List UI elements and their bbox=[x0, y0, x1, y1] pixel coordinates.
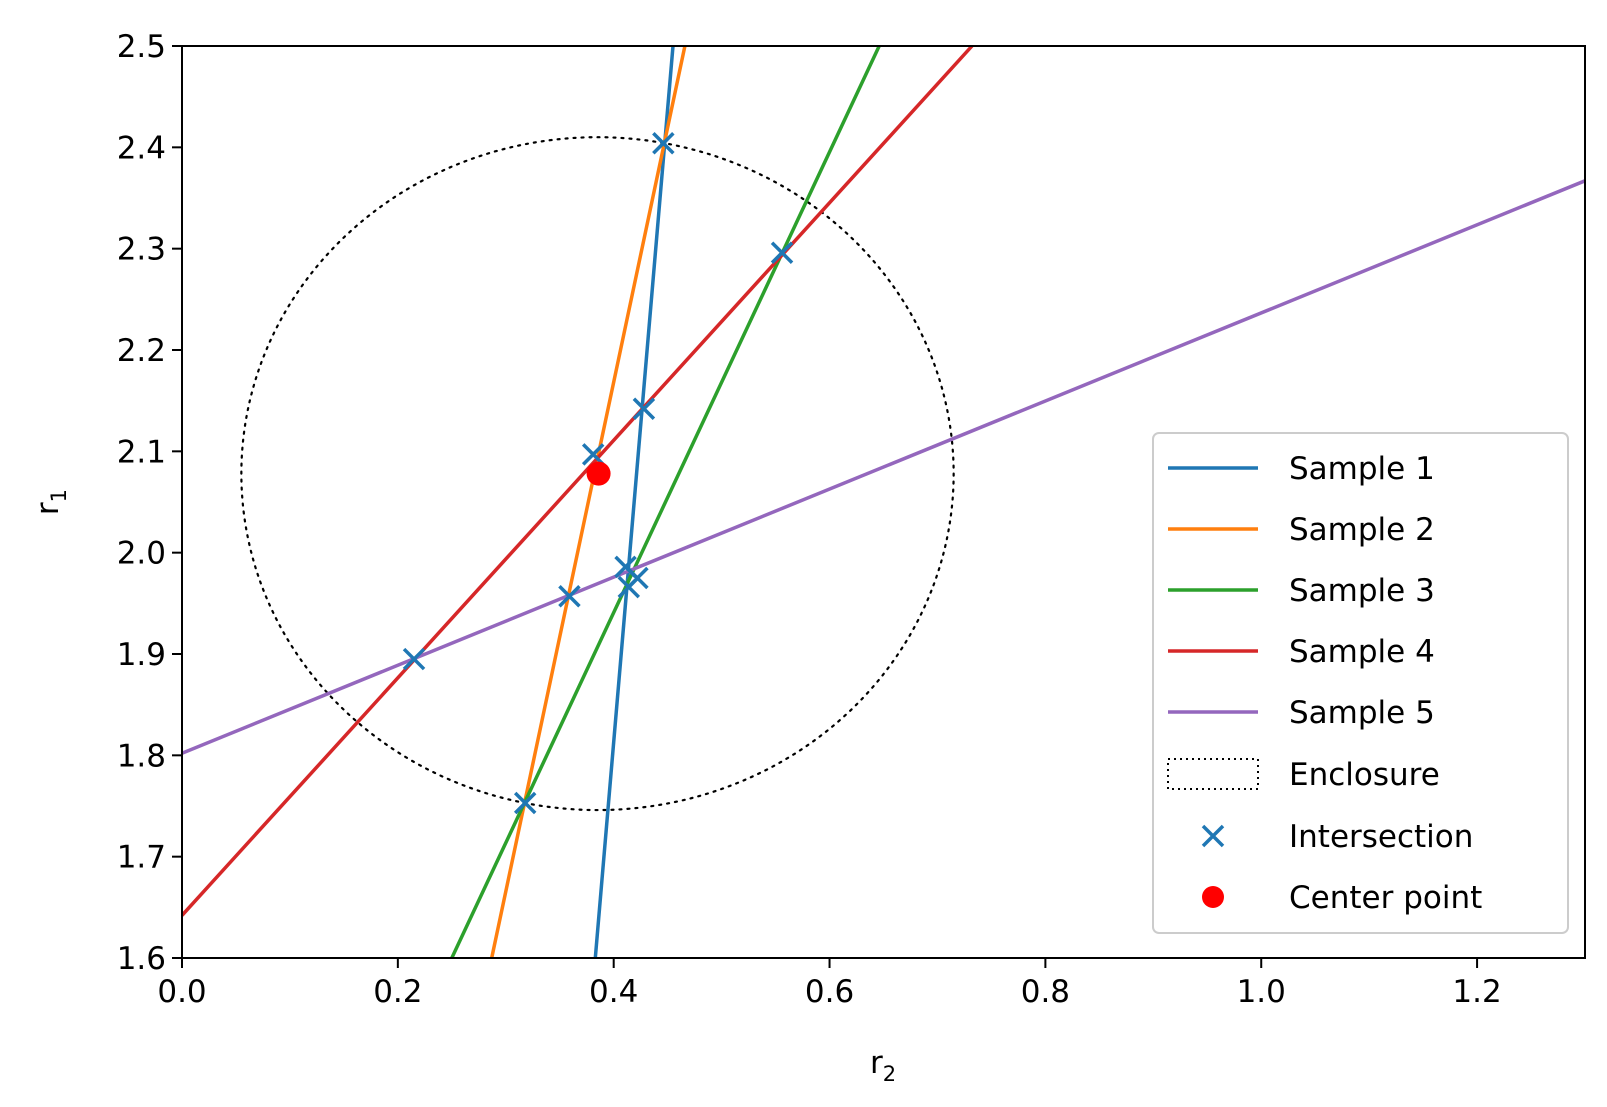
legend-label-center-point: Center point bbox=[1289, 880, 1482, 916]
intersection-marker bbox=[617, 575, 641, 599]
y-axis-ticks: 1.6 1.7 1.8 1.9 2.0 2.1 2.2 2.3 2.4 2.5 bbox=[117, 29, 182, 977]
x-tick-label: 0.8 bbox=[1021, 974, 1070, 1010]
y-tick-label: 1.8 bbox=[117, 738, 166, 774]
legend-swatch-center-point bbox=[1202, 886, 1224, 908]
intersection-marker bbox=[770, 241, 794, 264]
y-tick-label: 1.6 bbox=[117, 941, 166, 977]
intersection-marker bbox=[632, 397, 656, 421]
legend-label-sample-2: Sample 2 bbox=[1289, 512, 1435, 548]
y-tick-label: 2.3 bbox=[117, 232, 166, 268]
legend-label-sample-1: Sample 1 bbox=[1289, 451, 1435, 487]
x-tick-label: 0.2 bbox=[373, 974, 422, 1010]
intersection-marker bbox=[402, 647, 426, 671]
legend: Sample 1 Sample 2 Sample 3 Sample 4 Samp… bbox=[1152, 432, 1569, 934]
legend-label-enclosure: Enclosure bbox=[1289, 757, 1440, 793]
center-point-marker bbox=[586, 461, 611, 486]
x-axis-ticks: 0.0 0.2 0.4 0.6 0.8 1.0 1.2 bbox=[157, 958, 1502, 1010]
x-tick-label: 0.0 bbox=[157, 974, 206, 1010]
intersection-marker bbox=[581, 443, 605, 466]
intersection-marker bbox=[558, 585, 581, 608]
marker-layer bbox=[402, 132, 794, 815]
y-tick-label: 1.9 bbox=[117, 637, 166, 673]
legend-label-intersection: Intersection bbox=[1289, 819, 1473, 855]
legend-label-sample-4: Sample 4 bbox=[1289, 634, 1435, 670]
x-tick-label: 0.6 bbox=[805, 974, 854, 1010]
legend-swatch-intersection bbox=[1201, 824, 1225, 848]
enclosure-ellipse bbox=[240, 136, 955, 812]
y-tick-label: 2.5 bbox=[117, 29, 166, 65]
legend-label-sample-5: Sample 5 bbox=[1289, 695, 1435, 731]
series-line-sample-1 bbox=[593, 46, 675, 958]
x-axis-label: r2 bbox=[870, 1045, 896, 1086]
series-line-sample-4 bbox=[182, 46, 974, 917]
x-tick-label: 1.0 bbox=[1237, 974, 1286, 1010]
y-tick-label: 2.1 bbox=[117, 434, 166, 470]
y-tick-label: 2.0 bbox=[117, 536, 166, 572]
intersection-marker bbox=[652, 132, 675, 155]
y-tick-label: 1.7 bbox=[117, 840, 166, 876]
y-tick-label: 2.4 bbox=[117, 130, 166, 166]
y-tick-label: 2.2 bbox=[117, 333, 166, 369]
plot-frame bbox=[181, 45, 1586, 959]
legend-label-sample-3: Sample 3 bbox=[1289, 573, 1435, 609]
y-axis-label: r1 bbox=[30, 489, 71, 515]
x-tick-label: 0.4 bbox=[589, 974, 638, 1010]
intersection-marker bbox=[513, 791, 537, 815]
legend-box bbox=[1152, 432, 1569, 934]
x-tick-label: 1.2 bbox=[1452, 974, 1501, 1010]
